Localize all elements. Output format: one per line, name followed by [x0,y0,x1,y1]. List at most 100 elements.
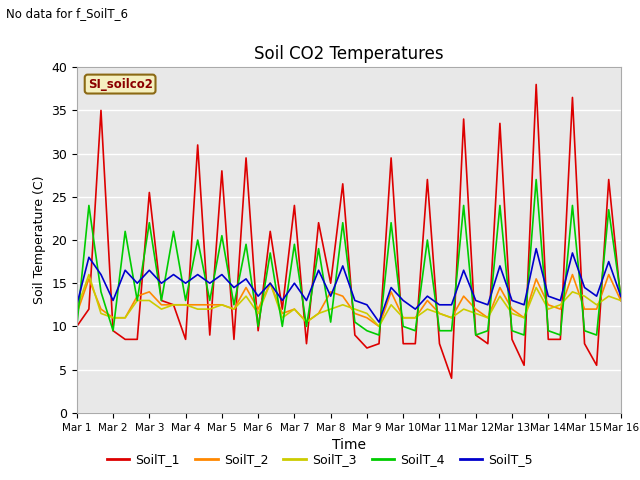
SoilT_5 [617,293,625,299]
SoilT_5 [351,298,358,303]
SoilT_4 [508,328,516,334]
SoilT_1 [73,324,81,329]
SoilT_5 [206,280,214,286]
SoilT_4 [170,228,177,234]
SoilT_3 [339,302,347,308]
SoilT_5 [520,302,528,308]
SoilT_1 [424,177,431,182]
SoilT_5 [254,293,262,299]
SoilT_1 [206,332,214,338]
SoilT_4 [363,328,371,334]
SoilT_2 [568,272,576,277]
SoilT_4 [605,207,612,213]
SoilT_1 [315,220,323,226]
SoilT_2 [315,311,323,316]
Y-axis label: Soil Temperature (C): Soil Temperature (C) [33,176,45,304]
SoilT_4 [593,332,600,338]
SoilT_4 [424,237,431,243]
SoilT_2 [109,315,117,321]
SoilT_5 [412,306,419,312]
SoilT_5 [593,293,600,299]
SoilT_3 [266,280,274,286]
Title: Soil CO2 Temperatures: Soil CO2 Temperatures [254,45,444,63]
SoilT_5 [363,302,371,308]
SoilT_2 [278,311,286,316]
SoilT_1 [387,155,395,161]
SoilT_1 [545,336,552,342]
SoilT_2 [266,280,274,286]
SoilT_5 [436,302,444,308]
SoilT_1 [472,332,479,338]
SoilT_4 [327,319,335,325]
SoilT_5 [545,293,552,299]
SoilT_1 [230,336,238,342]
SoilT_3 [508,311,516,316]
SoilT_3 [617,298,625,303]
SoilT_2 [97,306,105,312]
SoilT_3 [85,272,93,277]
SoilT_2 [133,293,141,299]
SoilT_4 [97,289,105,295]
SoilT_5 [375,319,383,325]
SoilT_5 [508,298,516,303]
SoilT_2 [532,276,540,282]
SoilT_4 [315,246,323,252]
SoilT_1 [568,95,576,100]
SoilT_4 [496,203,504,208]
Line: SoilT_1: SoilT_1 [77,84,621,378]
SoilT_4 [580,328,588,334]
SoilT_4 [278,324,286,329]
SoilT_2 [182,302,189,308]
SoilT_2 [557,306,564,312]
SoilT_3 [122,315,129,321]
SoilT_3 [399,315,407,321]
SoilT_3 [412,315,419,321]
SoilT_2 [73,311,81,316]
SoilT_5 [122,267,129,273]
SoilT_4 [412,328,419,334]
SoilT_3 [484,315,492,321]
SoilT_1 [278,306,286,312]
SoilT_4 [399,324,407,329]
Line: SoilT_4: SoilT_4 [77,180,621,335]
SoilT_4 [436,328,444,334]
SoilT_5 [291,280,298,286]
SoilT_4 [157,298,165,303]
SoilT_2 [363,315,371,321]
SoilT_1 [412,341,419,347]
SoilT_2 [339,293,347,299]
SoilT_3 [170,302,177,308]
SoilT_3 [568,289,576,295]
SoilT_5 [182,280,189,286]
SoilT_1 [109,328,117,334]
SoilT_4 [303,324,310,329]
Text: No data for f_SoilT_6: No data for f_SoilT_6 [6,7,129,20]
SoilT_1 [617,298,625,303]
SoilT_3 [145,298,153,303]
SoilT_2 [230,306,238,312]
SoilT_2 [170,302,177,308]
SoilT_2 [436,311,444,316]
SoilT_2 [327,289,335,295]
SoilT_5 [424,293,431,299]
SoilT_2 [412,315,419,321]
SoilT_3 [532,285,540,290]
SoilT_3 [291,306,298,312]
SoilT_2 [472,306,479,312]
SoilT_2 [218,302,226,308]
SoilT_3 [387,302,395,308]
SoilT_5 [85,254,93,260]
SoilT_4 [520,332,528,338]
SoilT_2 [291,306,298,312]
SoilT_5 [532,246,540,252]
SoilT_1 [170,302,177,308]
SoilT_3 [448,315,456,321]
SoilT_1 [194,142,202,148]
SoilT_2 [593,306,600,312]
SoilT_3 [218,302,226,308]
SoilT_5 [145,267,153,273]
SoilT_1 [85,306,93,312]
SoilT_4 [194,237,202,243]
SoilT_3 [194,306,202,312]
SoilT_4 [448,328,456,334]
